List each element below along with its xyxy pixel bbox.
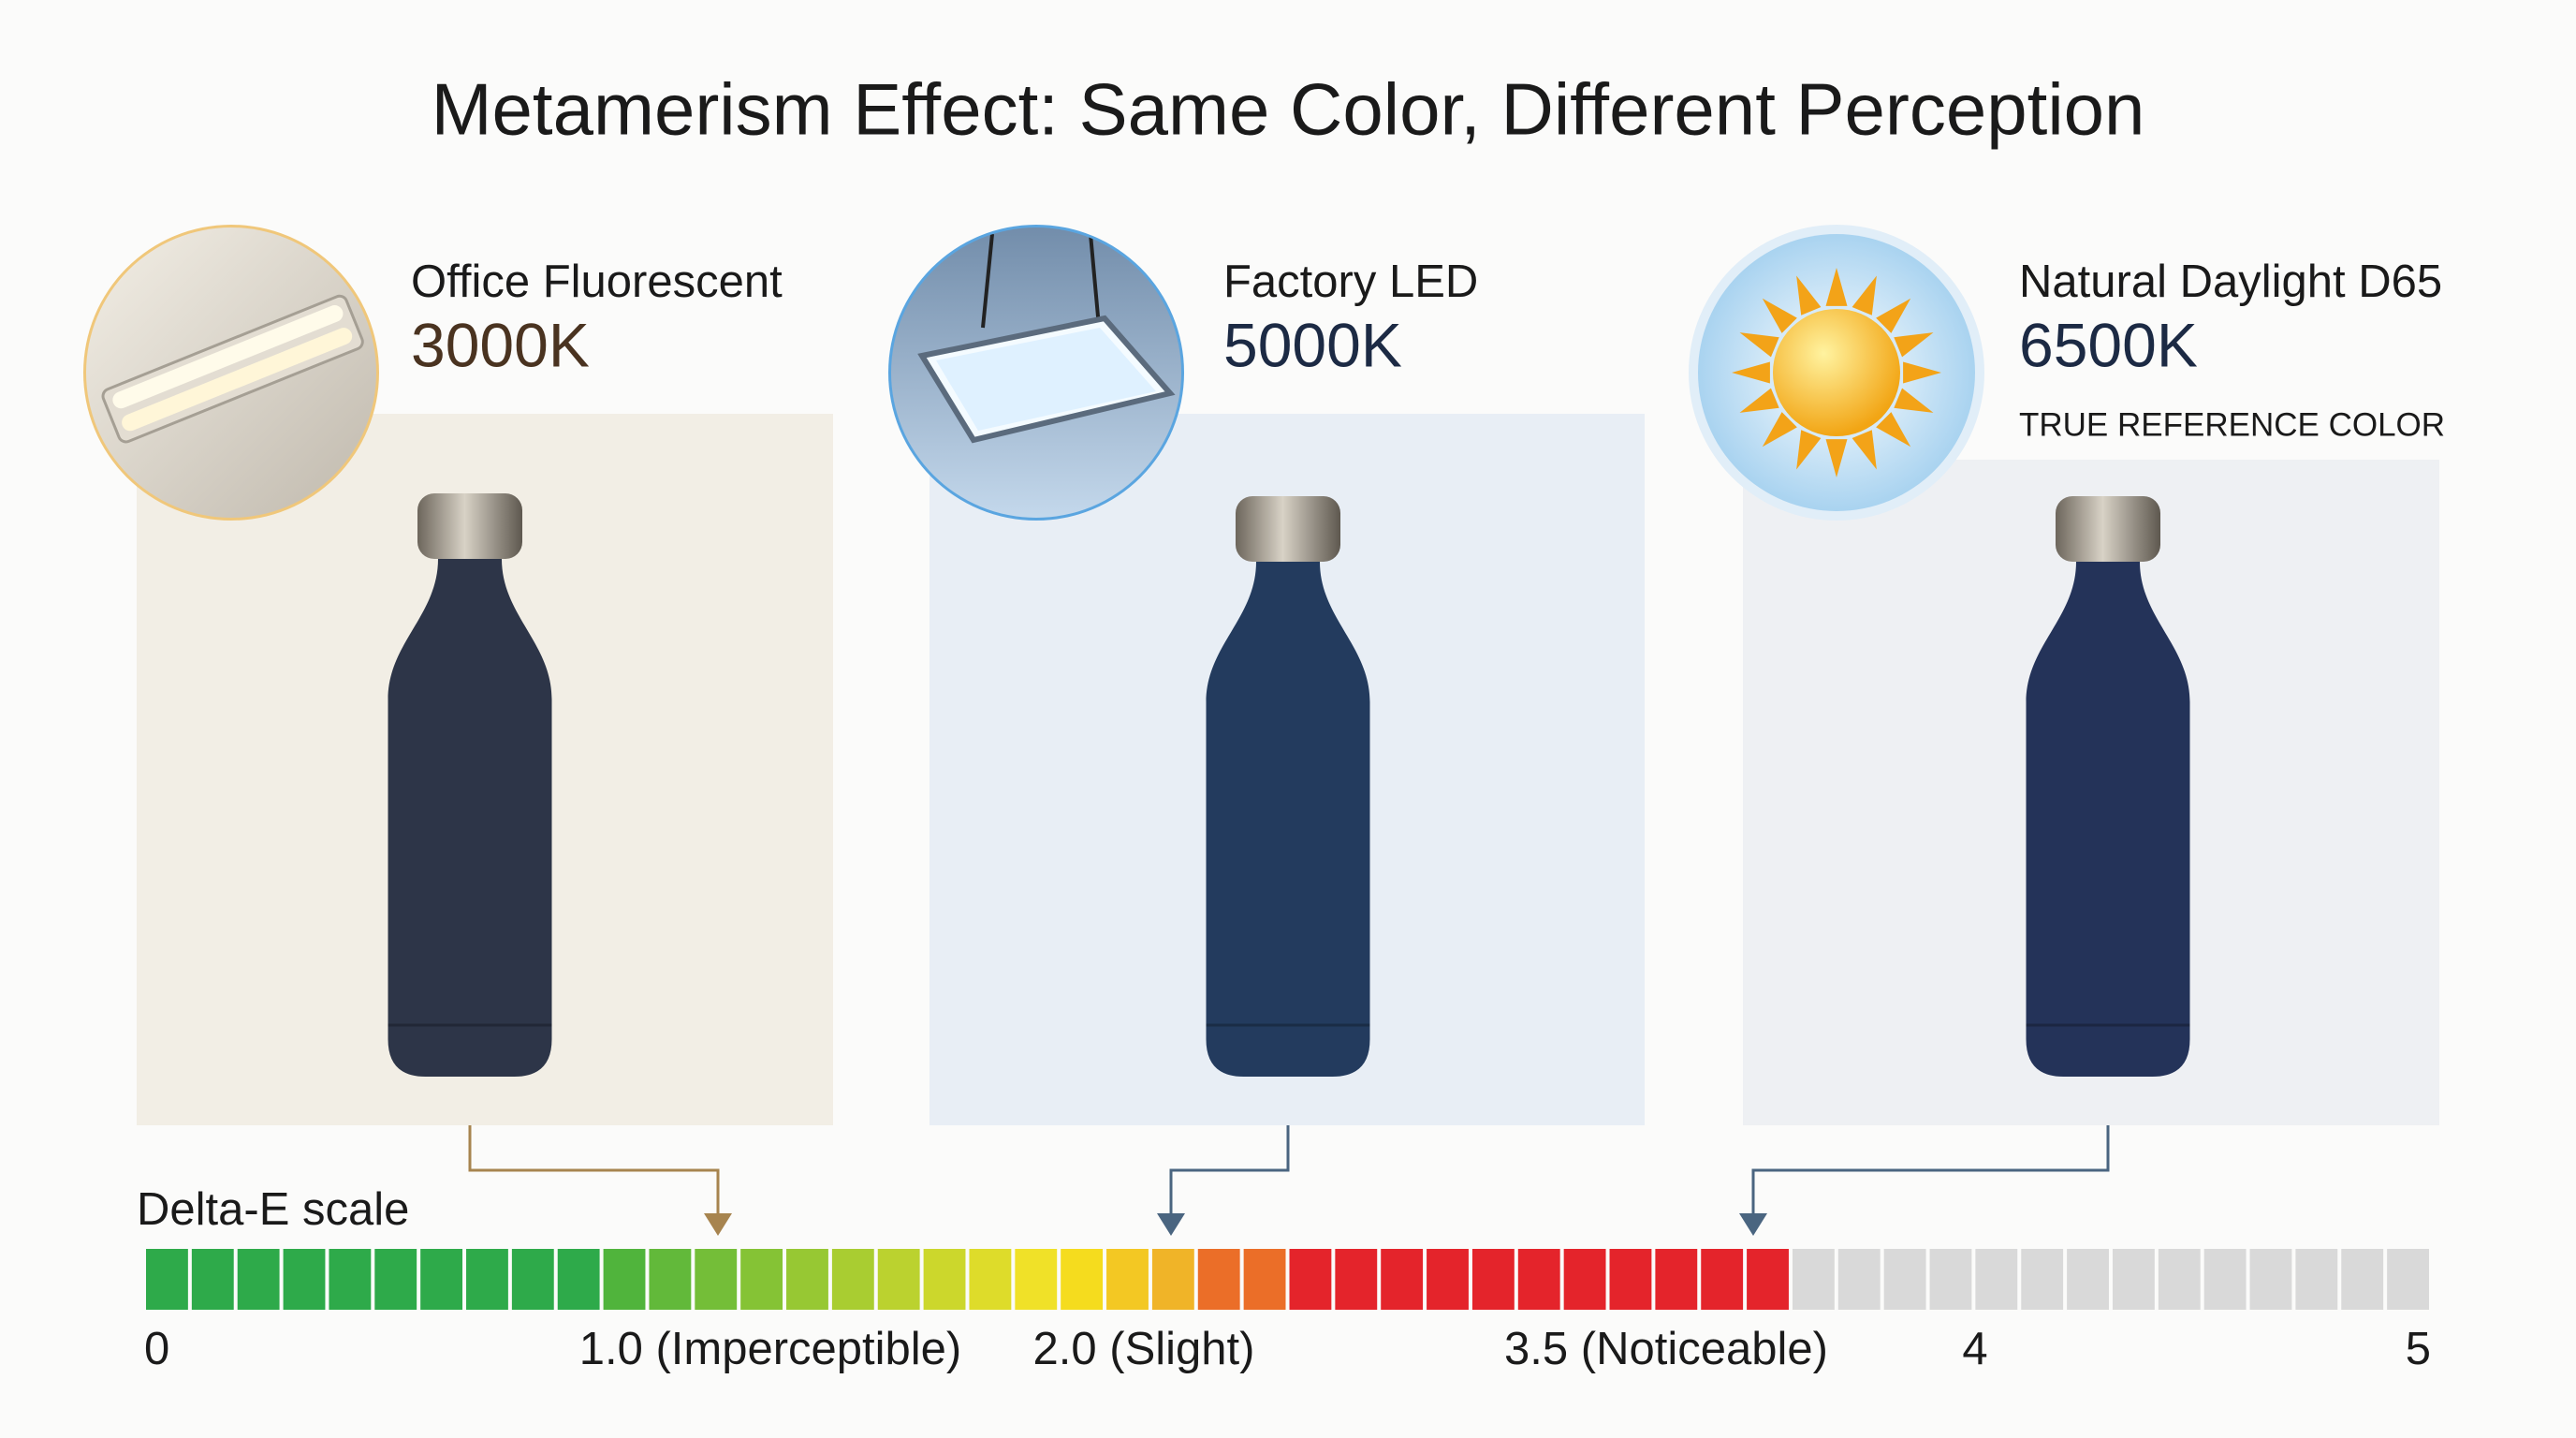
color-temperature: 5000K xyxy=(1223,310,1402,379)
color-temperature: 3000K xyxy=(411,310,590,379)
bottle-body xyxy=(2026,562,2190,1077)
scale-segment xyxy=(1335,1249,1378,1310)
light-source-label: Office Fluorescent xyxy=(411,257,783,307)
sun-ray xyxy=(1894,388,1934,413)
scale-segment xyxy=(1837,1249,1881,1310)
sun-icon xyxy=(1689,225,1984,521)
scale-segment xyxy=(420,1249,463,1310)
scale-bar xyxy=(146,1249,2429,1310)
bottle-body xyxy=(1206,562,1370,1077)
color-temperature: 6500K xyxy=(2019,310,2198,379)
scale-tick-label: 3.5 (Noticeable) xyxy=(1504,1324,1828,1374)
sun-ray xyxy=(1852,275,1877,315)
scale-segment xyxy=(1106,1249,1149,1310)
scale-segment xyxy=(1427,1249,1469,1310)
scale-segment xyxy=(1151,1249,1194,1310)
scale-segment xyxy=(1747,1249,1789,1310)
scale-segment xyxy=(1609,1249,1652,1310)
scale-tick-label: 4 xyxy=(1962,1324,1987,1374)
scale-segment xyxy=(466,1249,508,1310)
scale-segment xyxy=(1243,1249,1286,1310)
led-icon xyxy=(888,225,1184,521)
scale-segment xyxy=(283,1249,326,1310)
sun-ray xyxy=(1825,439,1848,477)
scale-segment xyxy=(146,1249,188,1310)
sun-ray xyxy=(1876,298,1911,333)
scale-segment xyxy=(1929,1249,1972,1310)
scale-segment xyxy=(191,1249,234,1310)
sun-ray xyxy=(1852,430,1877,470)
sun-ray xyxy=(1796,275,1822,315)
scale-tick-label: 5 xyxy=(2406,1324,2431,1374)
reference-note: TRUE REFERENCE COLOR xyxy=(2019,406,2445,443)
scale-segment xyxy=(786,1249,828,1310)
sun-ray xyxy=(1762,298,1797,333)
scale-segment xyxy=(1883,1249,1926,1310)
sun-ray xyxy=(1762,412,1797,448)
light-source-label: Factory LED xyxy=(1223,257,1478,307)
sun-ray xyxy=(1739,388,1779,413)
scale-segment xyxy=(1655,1249,1698,1310)
scale-tick-label: 2.0 (Slight) xyxy=(1033,1324,1255,1374)
scale-segment xyxy=(557,1249,600,1310)
scale-segment xyxy=(1975,1249,2018,1310)
scale-segment xyxy=(2387,1249,2429,1310)
scale-label: Delta-E scale xyxy=(137,1184,409,1235)
scale-segment xyxy=(2112,1249,2155,1310)
scale-segment xyxy=(1701,1249,1744,1310)
sun-ray xyxy=(1739,332,1779,358)
bottle-body xyxy=(388,559,552,1077)
bottle-cap xyxy=(1236,496,1340,562)
sun-ray xyxy=(1796,430,1822,470)
scale-segment xyxy=(2203,1249,2247,1310)
scale-segment xyxy=(1792,1249,1835,1310)
scale-segment xyxy=(603,1249,646,1310)
scale-segment xyxy=(649,1249,692,1310)
scale-segment xyxy=(2158,1249,2201,1310)
scale-segment xyxy=(1471,1249,1515,1310)
scale-segment xyxy=(2295,1249,2338,1310)
scale-segment xyxy=(1289,1249,1332,1310)
sun-ray xyxy=(1894,332,1934,358)
connectors xyxy=(468,1125,2110,1236)
scale-segment xyxy=(923,1249,966,1310)
scale-segment xyxy=(1517,1249,1560,1310)
scale-segment xyxy=(831,1249,874,1310)
sun-ray xyxy=(1732,361,1770,384)
bottle-cap xyxy=(417,493,522,559)
scale-segment xyxy=(237,1249,280,1310)
scale-tick-label: 0 xyxy=(144,1324,169,1374)
bottle-cap xyxy=(2056,496,2160,562)
scale-segment xyxy=(740,1249,783,1310)
fluorescent-icon xyxy=(83,225,379,521)
light-source-label: Natural Daylight D65 xyxy=(2019,257,2442,307)
scale-segment xyxy=(511,1249,554,1310)
scale-segment xyxy=(2021,1249,2064,1310)
scale-segment xyxy=(374,1249,417,1310)
scale-tick-label: 1.0 (Imperceptible) xyxy=(579,1324,962,1374)
scale-segment xyxy=(1563,1249,1606,1310)
scale-segment xyxy=(877,1249,920,1310)
scale-segment xyxy=(329,1249,372,1310)
scale-segment xyxy=(2249,1249,2292,1310)
scale-segment xyxy=(2067,1249,2109,1310)
sun-ray xyxy=(1876,412,1911,448)
scale-segment xyxy=(695,1249,738,1310)
scale-segment xyxy=(1061,1249,1104,1310)
scale-segment xyxy=(1015,1249,1058,1310)
scale-segment xyxy=(1197,1249,1240,1310)
scale-segment xyxy=(1381,1249,1424,1310)
title: Metamerism Effect: Same Color, Different… xyxy=(432,68,2145,151)
sun-ray xyxy=(1903,361,1941,384)
scale-segment xyxy=(2341,1249,2384,1310)
sun-ray xyxy=(1825,268,1848,306)
scale-segment xyxy=(969,1249,1012,1310)
